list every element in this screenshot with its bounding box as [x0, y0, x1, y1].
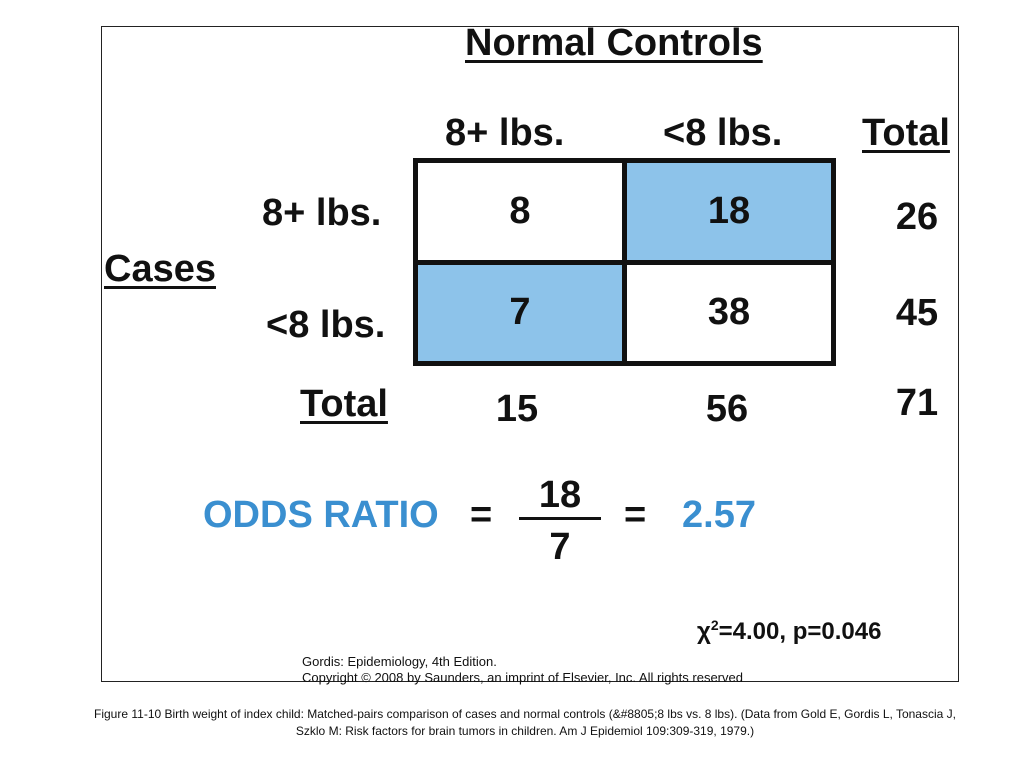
source-line-2: Copyright © 2008 by Saunders, an imprint… — [302, 670, 743, 685]
chi-square-stats: =4.00, p=0.046 — [718, 618, 882, 645]
row-total-under8: 45 — [895, 292, 939, 334]
chi-symbol: χ — [697, 618, 711, 645]
odds-ratio-equals-2: = — [624, 494, 647, 536]
grand-total: 71 — [895, 382, 939, 424]
chi-square-result: χ2=4.00, p=0.046 — [697, 617, 881, 646]
odds-ratio-equals: = — [470, 494, 493, 536]
cell-8plus-8plus: 8 — [418, 163, 622, 260]
column-total-8plus: 15 — [495, 388, 539, 430]
column-group-title: Normal Controls — [465, 22, 763, 64]
row-label-under8: <8 lbs. — [266, 304, 386, 346]
row-group-label: Cases — [104, 248, 216, 290]
matched-pairs-table: 8 18 7 38 — [413, 158, 836, 366]
row-label-8plus: 8+ lbs. — [262, 192, 382, 234]
column-header-total: Total — [862, 112, 950, 154]
row-label-total: Total — [300, 383, 388, 425]
source-line-1: Gordis: Epidemiology, 4th Edition. — [302, 654, 497, 669]
odds-ratio-denominator: 7 — [549, 526, 571, 568]
column-header-8plus: 8+ lbs. — [445, 112, 565, 154]
figure-caption: Figure 11-10 Birth weight of index child… — [94, 707, 956, 738]
column-total-under8: 56 — [705, 388, 749, 430]
odds-ratio-value: 2.57 — [682, 494, 756, 536]
chi-exponent: 2 — [710, 617, 719, 633]
cell-under8-under8: 38 — [627, 264, 831, 361]
fraction-bar — [519, 517, 601, 520]
cell-under8-8plus: 7 — [418, 264, 622, 361]
odds-ratio-numerator: 18 — [538, 474, 582, 516]
odds-ratio-label: ODDS RATIO — [203, 494, 439, 536]
row-total-8plus: 26 — [895, 196, 939, 238]
column-header-under8: <8 lbs. — [663, 112, 783, 154]
cell-8plus-under8: 18 — [627, 163, 831, 260]
